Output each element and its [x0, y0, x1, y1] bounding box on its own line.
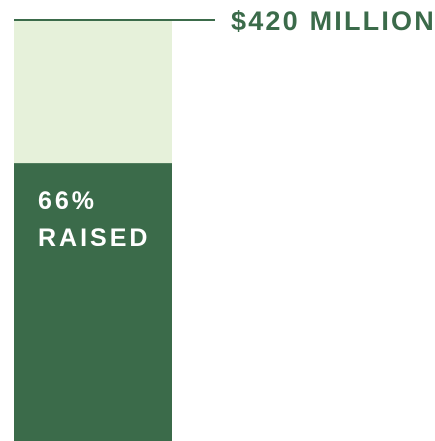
- raised-bar: [14, 163, 172, 441]
- raised-word-label: RAISED: [38, 224, 150, 252]
- goal-amount-label: $420 MILLION: [231, 6, 435, 36]
- raised-percent-label: 66%: [38, 187, 97, 215]
